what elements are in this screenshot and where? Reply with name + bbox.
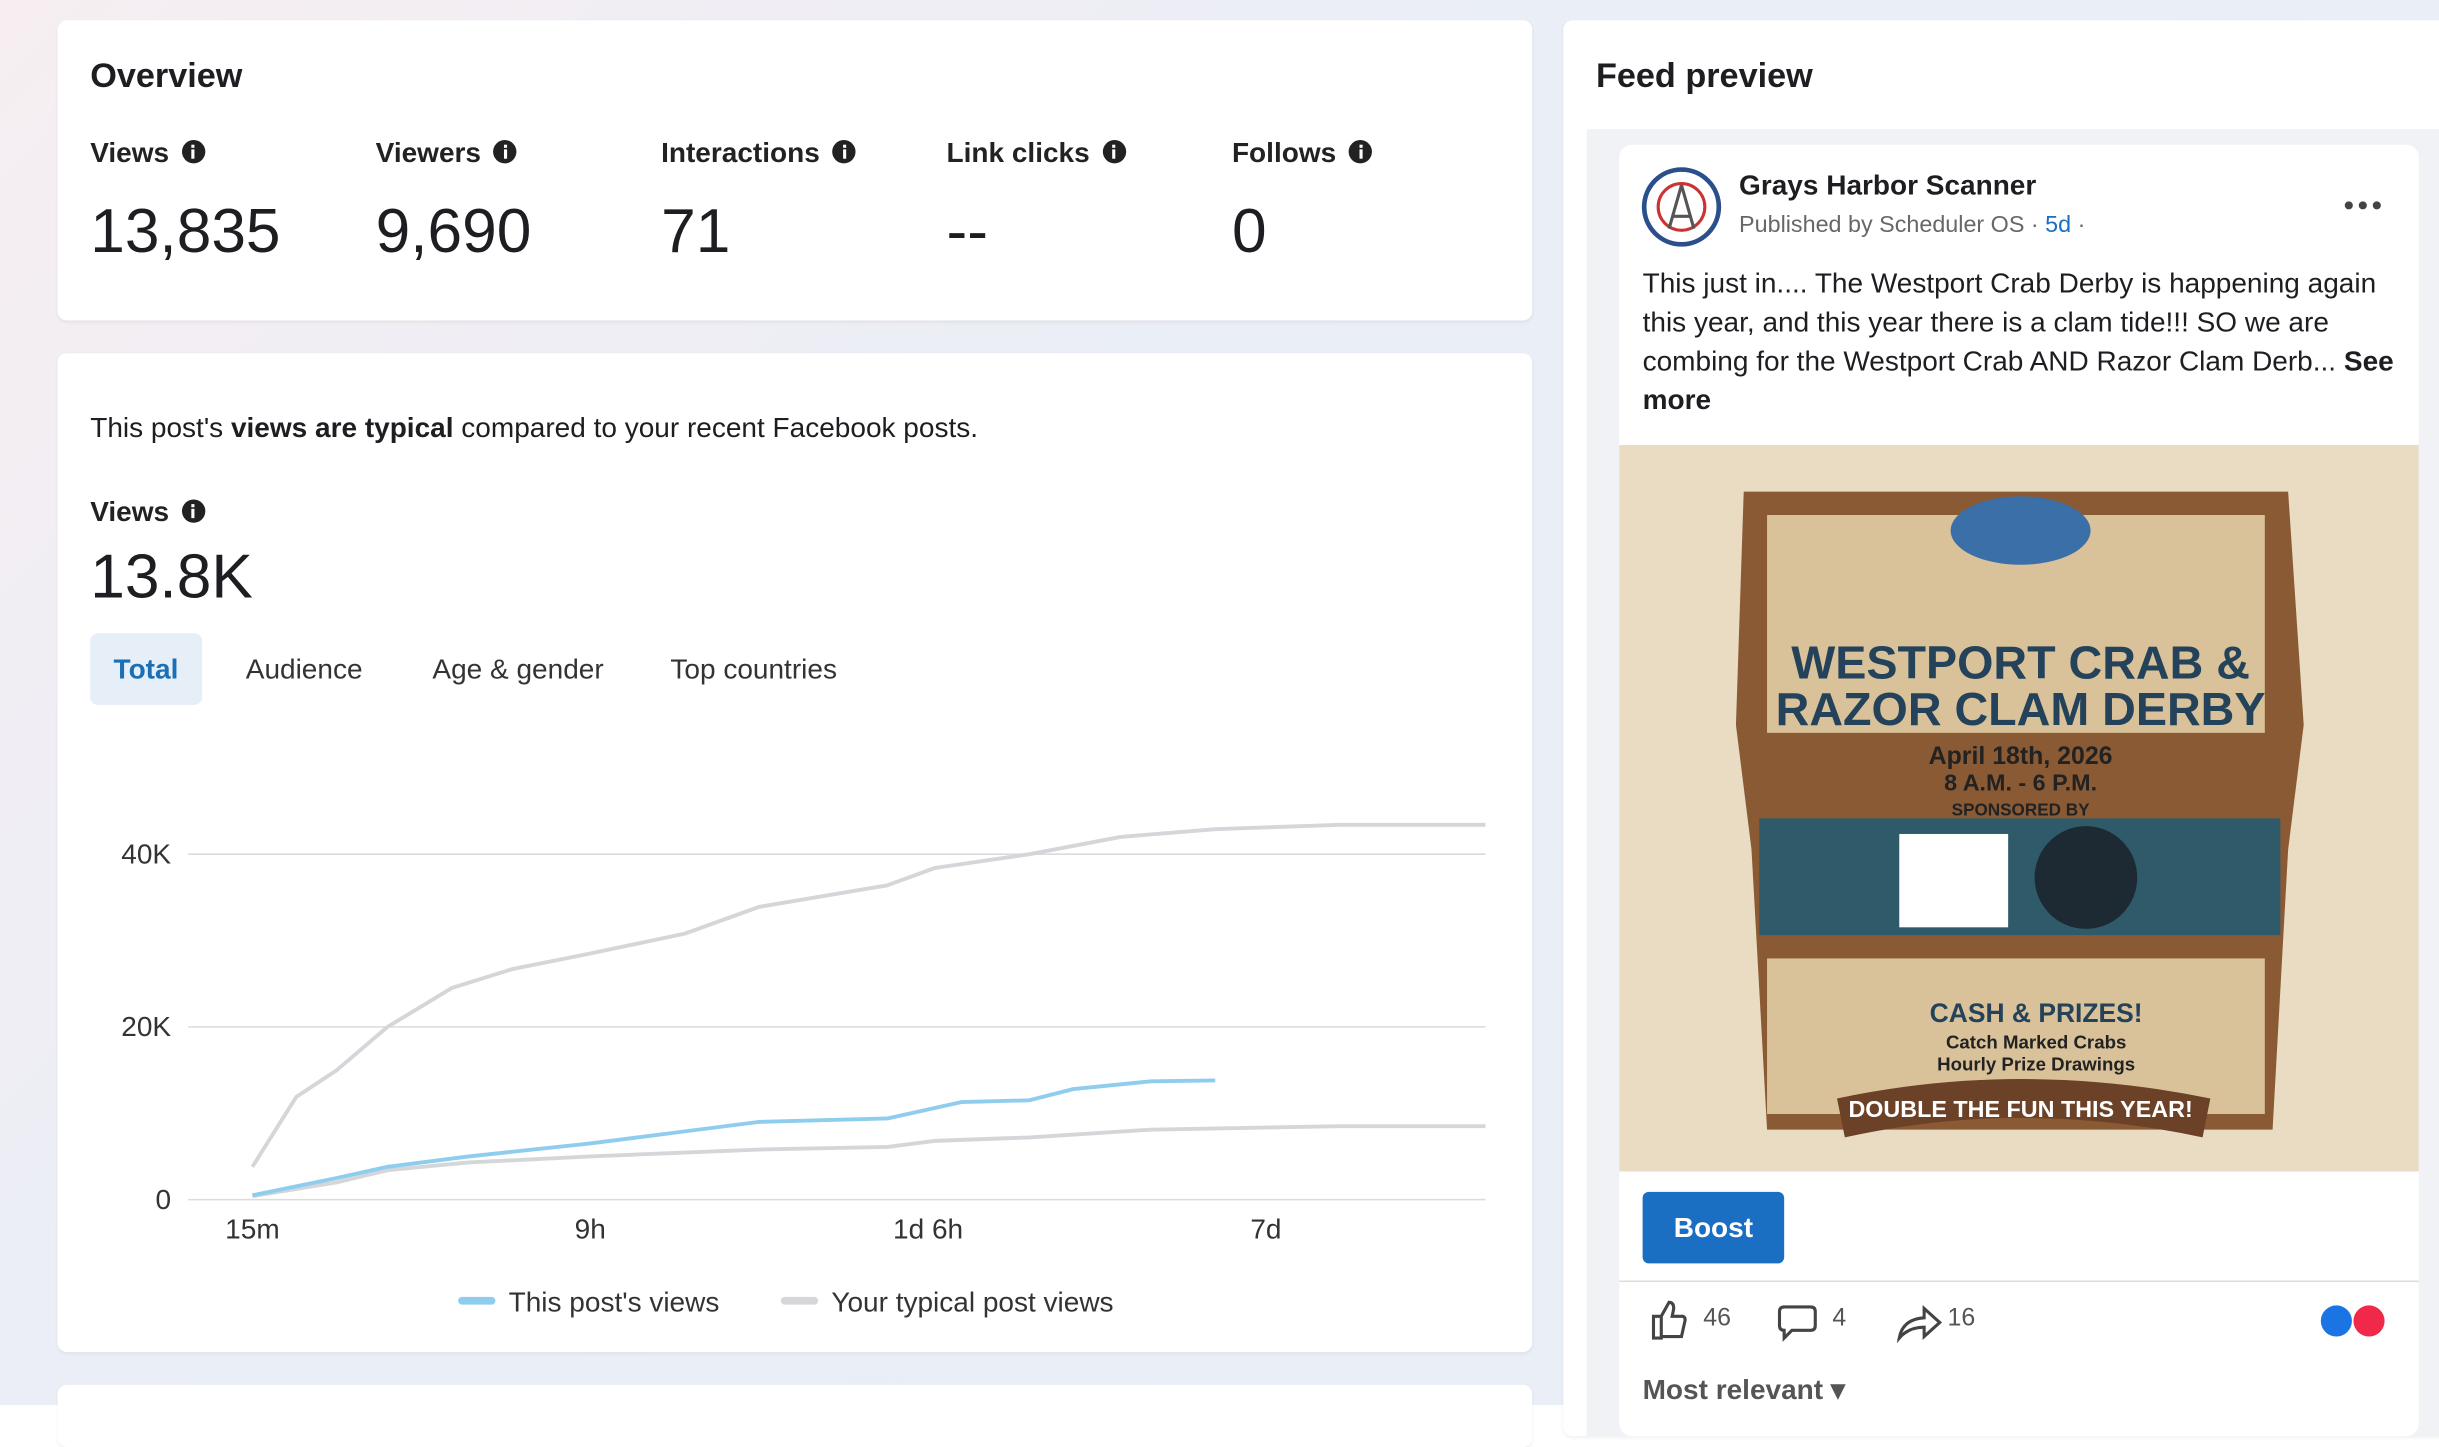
metric-label: Viewers [376,137,517,170]
label: Link clicks [946,136,1090,169]
x-tick-label: 15m [225,1213,279,1244]
summary-text: compared to your recent Facebook posts. [453,412,979,444]
views-label: Views [90,496,205,529]
info-icon[interactable] [181,499,205,523]
label: Follows [1231,136,1337,169]
metric-label: Views [90,137,205,170]
comment-count[interactable]: 4 [1832,1305,1847,1332]
overview-card: Overview Views 13,835 Viewers 9,690 Interact… [57,20,1533,321]
post-image: WESTPORT CRAB &RAZOR CLAM DERBY April 18t… [1619,444,2419,1172]
views-value: 13.8K [90,543,253,612]
x-tick-label: 1d 6h [893,1213,963,1244]
sort-label: Most relevant [1642,1373,1824,1405]
share-count[interactable]: 16 [1947,1305,1976,1332]
page-name[interactable]: Grays Harbor Scanner [1739,169,2037,201]
chart: 0 20K 40K 15m 9h 1d 6h 7d This post's views Your… [121,822,1486,1318]
legend-label: Your typical post views [831,1287,1113,1318]
more-menu[interactable] [2341,198,2388,214]
y-tick-label: 20K [121,1011,171,1042]
tab[interactable]: Age & gender [432,653,604,685]
x-tick-label: 9h [575,1213,606,1244]
post-meta: Published by Scheduler OS · 5d · [1739,211,2086,239]
image-text: Catch Marked Crabs [1946,1032,2126,1053]
tab[interactable]: Total [90,633,202,705]
image-text: April 18th, 2026 [1929,742,2113,770]
info-icon[interactable] [832,140,856,164]
post: Grays Harbor Scanner Published by Schedu… [1619,144,2419,1437]
image-text: WESTPORT CRAB & [1791,636,2250,688]
image-text: RAZOR CLAM DERBY [1776,683,2266,735]
boost-button[interactable]: Boost [1642,1191,1785,1264]
label: Interactions [661,136,820,169]
metric-value: -- [946,197,988,267]
like-count[interactable]: 46 [1703,1305,1731,1332]
feed-card: Feed preview Grays Harbor Scanner Publis… [1563,20,2439,1437]
line [252,1078,1216,1198]
info-icon[interactable] [1102,140,1126,164]
action-icons [1651,1300,2385,1344]
feed-title: Feed preview [1595,56,1813,95]
next-card [57,1384,1533,1447]
post-time[interactable]: 5d [2045,211,2072,239]
metric-value: 0 [1231,197,1267,267]
metric-label: Follows [1232,137,1372,170]
image-text: SPONSORED BY [1952,800,2090,819]
y-tick-label: 40K [121,839,171,870]
summary: This post's views are typical compared t… [90,412,978,445]
legend-label: This post's views [509,1287,720,1318]
image-text: DOUBLE THE FUN THIS YEAR! [1848,1096,2192,1122]
info-icon[interactable] [493,140,517,164]
info-icon[interactable] [1348,140,1372,164]
x-tick-label: 7d [1250,1213,1281,1244]
image-text: CASH & PRIZES! [1930,998,2143,1028]
line [250,822,1486,1168]
post-text: This just in.... The Westport Crab Derby… [1643,265,2397,421]
metric-label: Interactions [661,136,856,170]
sort-menu[interactable]: Most relevant ▾ [1642,1373,1845,1405]
image-text: 8 A.M. - 6 P.M. [1944,769,2097,795]
metric-label: Link clicks [947,137,1126,170]
image-text: Hourly Prize Drawings [1937,1053,2135,1074]
chart-card: This post's views are typical compared t… [57,353,1533,1353]
y-tick-label: 0 [156,1184,172,1215]
metric-value: 9,690 [375,197,532,267]
metric-value: 71 [661,197,731,267]
published-by: Published by Scheduler OS [1739,211,2025,239]
summary-bold: views are typical [230,412,454,444]
metric-value: 13,835 [90,197,281,267]
divider [1619,1280,2419,1283]
see-more[interactable]: See more [1642,345,2394,416]
overview-title: Overview [90,56,243,95]
info-icon[interactable] [181,140,205,164]
line [252,1124,1486,1199]
tab[interactable]: Top countries [670,653,837,685]
text: This just in.... The Westport Crab Derby… [1642,267,2377,377]
label: Views [90,496,170,528]
label: Viewers [375,136,482,169]
tab[interactable]: Audience [245,653,363,685]
avatar [1641,167,1722,247]
summary-text: This post's [90,412,231,444]
label: Views [90,136,170,169]
